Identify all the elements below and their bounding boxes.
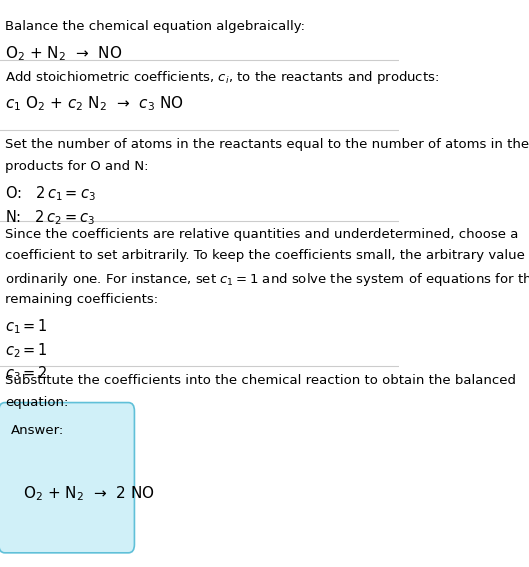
Text: products for O and N:: products for O and N: xyxy=(5,160,148,173)
Text: equation:: equation: xyxy=(5,396,68,409)
FancyBboxPatch shape xyxy=(0,403,134,553)
Text: Substitute the coefficients into the chemical reaction to obtain the balanced: Substitute the coefficients into the che… xyxy=(5,374,516,387)
Text: coefficient to set arbitrarily. To keep the coefficients small, the arbitrary va: coefficient to set arbitrarily. To keep … xyxy=(5,249,529,263)
Text: $c_2 = 1$: $c_2 = 1$ xyxy=(5,341,48,359)
Text: Answer:: Answer: xyxy=(11,424,65,437)
Text: $c_1$ $\mathregular{O_2}$ + $c_2$ $\mathregular{N_2}$  →  $c_3$ NO: $c_1$ $\mathregular{O_2}$ + $c_2$ $\math… xyxy=(5,94,184,113)
Text: $c_1 = 1$: $c_1 = 1$ xyxy=(5,318,48,336)
Text: $c_3 = 2$: $c_3 = 2$ xyxy=(5,365,48,383)
Text: $\mathregular{O_2}$ + $\mathregular{N_2}$  →  2 NO: $\mathregular{O_2}$ + $\mathregular{N_2}… xyxy=(23,484,154,503)
Text: N:   $2\,c_2 = c_3$: N: $2\,c_2 = c_3$ xyxy=(5,208,95,227)
Text: Since the coefficients are relative quantities and underdetermined, choose a: Since the coefficients are relative quan… xyxy=(5,228,518,241)
Text: remaining coefficients:: remaining coefficients: xyxy=(5,293,158,306)
Text: Add stoichiometric coefficients, $c_i$, to the reactants and products:: Add stoichiometric coefficients, $c_i$, … xyxy=(5,69,439,86)
Text: ordinarily one. For instance, set $c_1 = 1$ and solve the system of equations fo: ordinarily one. For instance, set $c_1 =… xyxy=(5,271,529,288)
Text: O:   $2\,c_1 = c_3$: O: $2\,c_1 = c_3$ xyxy=(5,185,95,204)
Text: Set the number of atoms in the reactants equal to the number of atoms in the: Set the number of atoms in the reactants… xyxy=(5,138,529,151)
Text: Balance the chemical equation algebraically:: Balance the chemical equation algebraica… xyxy=(5,20,305,33)
Text: $\mathregular{O_2}$ + $\mathregular{N_2}$  →  NO: $\mathregular{O_2}$ + $\mathregular{N_2}… xyxy=(5,45,122,64)
